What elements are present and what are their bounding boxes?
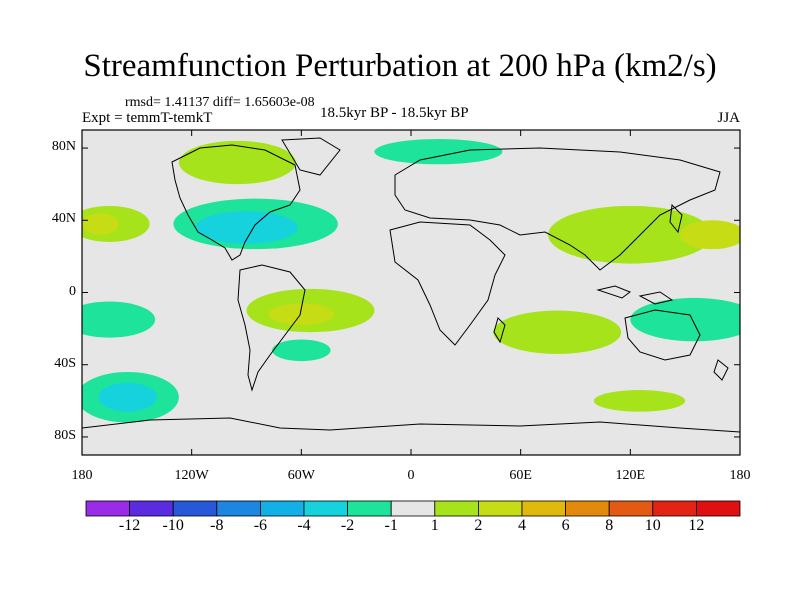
colorbar-label: 4: [518, 517, 526, 534]
colorbar-label: 1: [430, 517, 439, 534]
colorbar-box: [434, 500, 479, 517]
colorbar-box: [652, 500, 697, 517]
lat-label: 40N: [51, 211, 76, 227]
eurasia-coast: [394, 147, 721, 271]
colorbar-box: [85, 500, 130, 517]
colorbar-box: [477, 500, 523, 517]
africa-coast: [389, 221, 506, 346]
greenland-coast: [281, 137, 341, 176]
contour-southern-ocean-positive: [593, 390, 686, 412]
colorbar-box: [303, 500, 348, 517]
colorbar-label: -6: [253, 517, 268, 534]
contour-southeast-pacific-negative-core: [98, 382, 157, 412]
contour-canada-positive: [178, 140, 296, 185]
colorbar-label: -4: [297, 517, 311, 534]
colorbar-box: [129, 500, 174, 517]
lon-label: 180: [729, 468, 751, 483]
lon-label: 180: [71, 468, 93, 483]
japan-coast: [669, 203, 683, 234]
colorbar-label: 12: [688, 517, 705, 534]
colorbar: [85, 500, 741, 517]
north-america-coast: [171, 144, 301, 261]
lat-label: 80N: [51, 139, 76, 155]
colorbar-label: -12: [118, 517, 141, 534]
colorbar-box: [259, 500, 305, 517]
south-america-coast: [237, 264, 306, 392]
contour-fields: [82, 139, 740, 423]
colorbar-label: -10: [162, 517, 184, 534]
contour-indian-ocean-positive: [493, 310, 622, 354]
contour-north-america-negative-core: [195, 211, 298, 244]
stats-line: rmsd= 1.41137 diff= 1.65603e-08: [125, 95, 315, 110]
contour-tropical-pacific-negative: [82, 301, 156, 338]
colorbar-box: [172, 500, 218, 517]
contour-east-asia-positive-core: [679, 220, 740, 250]
australia-coast: [624, 309, 701, 361]
coastlines: [82, 137, 740, 433]
lon-label: 60W: [287, 468, 315, 483]
colorbar-label: 6: [561, 517, 570, 534]
contour-north-pacific-positive-core: [82, 213, 119, 235]
colorbar-box: [216, 500, 261, 517]
contour-south-america-positive-core: [268, 303, 335, 325]
contour-arctic-negative: [374, 139, 503, 165]
colorbar-box: [390, 500, 436, 517]
lon-label: 0: [407, 468, 415, 483]
period-label: 18.5kyr BP - 18.5kyr BP: [320, 105, 469, 121]
plot-title: Streamfunction Perturbation at 200 hPa (…: [83, 48, 717, 84]
season-label: JJA: [717, 110, 740, 126]
colorbar-box: [347, 500, 392, 517]
new-zealand-coast: [713, 359, 729, 381]
axis-ticks: [81, 130, 741, 455]
lon-label: 120E: [615, 468, 646, 483]
colorbar-label: -8: [210, 517, 224, 534]
lat-label: 40S: [54, 355, 76, 371]
lon-label: 60E: [509, 468, 532, 483]
madagascar-coast: [493, 317, 506, 344]
colorbar-box: [608, 500, 654, 517]
lat-label: 0: [69, 283, 76, 299]
colorbar-label: 8: [605, 517, 614, 534]
colorbar-label: 10: [644, 517, 661, 534]
colorbar-label: -1: [384, 517, 398, 534]
colorbar-label: -2: [340, 517, 355, 534]
lat-label: 80S: [54, 427, 76, 443]
colorbar-label: 2: [474, 517, 483, 534]
colorbar-box: [521, 500, 566, 517]
antarctica-coast: [82, 417, 740, 433]
colorbar-box: [565, 500, 610, 517]
contour-south-atlantic-negative: [272, 339, 331, 362]
contour-eurasia-positive: [548, 205, 713, 264]
contour-indonesia-negative: [630, 297, 740, 342]
experiment-label: Expt = temmT-temkT: [82, 110, 213, 126]
lon-label: 120W: [174, 468, 209, 483]
colorbar-box: [696, 500, 741, 517]
maritime-continent-coast: [596, 285, 674, 305]
